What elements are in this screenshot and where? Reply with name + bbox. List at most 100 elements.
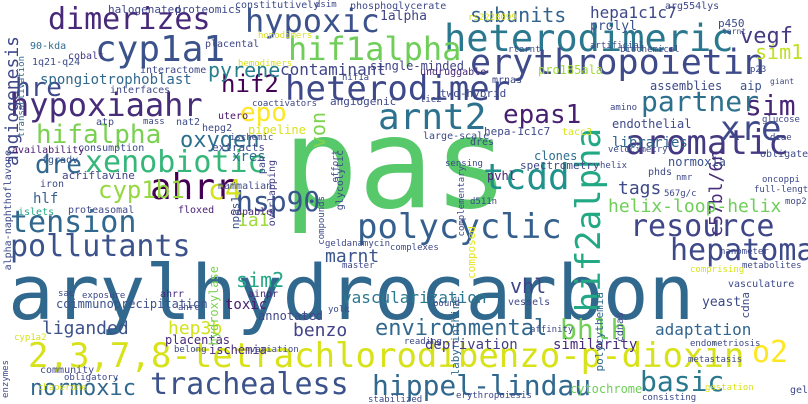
word: 2,3,7,8-tetrachlorodibenzo-p-dioxin (28, 336, 745, 376)
word: hif1a (342, 73, 370, 83)
word: pas (283, 92, 509, 237)
word: nat2 (176, 117, 201, 128)
word: belong (174, 345, 207, 355)
word: endometriosis (690, 339, 761, 349)
word: liganded (42, 318, 129, 339)
word: coactivators (252, 99, 318, 109)
word: coimmunoprecipitation (56, 297, 208, 311)
word: large-scale (423, 131, 490, 142)
word: iron (40, 179, 65, 190)
word: exposure (82, 291, 126, 301)
word: contaminant (280, 60, 386, 79)
word: undruggable (420, 67, 487, 78)
word: pro185ala (538, 63, 604, 77)
word: transactivation (17, 56, 27, 138)
word: hsp90 (236, 185, 321, 218)
word: constitutively (235, 0, 320, 11)
word: overlapping (267, 160, 278, 227)
word: epo (240, 98, 287, 128)
word: pyrene (208, 58, 281, 82)
word: phosphoglycerate (350, 1, 447, 12)
word: master (342, 261, 375, 271)
word: composed (465, 226, 478, 279)
word: hifalpha (36, 120, 162, 150)
word: environmental (375, 316, 548, 341)
word: hepatoma (670, 233, 808, 268)
word: artificial (590, 41, 645, 51)
word: deprivation (425, 337, 518, 353)
word: alpha-naphthoflavone (3, 150, 14, 271)
word: hepg2 (202, 123, 233, 134)
word: cytochrome (570, 382, 643, 396)
word: pipeline (248, 123, 306, 137)
word: adaptation (655, 320, 752, 339)
word: ischemic (230, 133, 274, 143)
word: clones (534, 149, 578, 163)
word: erythropoietin (470, 43, 766, 83)
word: complementary (457, 166, 467, 237)
word: cyp1b1 (98, 176, 185, 204)
word: cyp1a2 (14, 333, 47, 343)
word: cyp1a1 (95, 29, 226, 70)
word: benzo (293, 320, 348, 341)
word: bhlh (560, 313, 628, 346)
word: hif1alpha (288, 30, 462, 68)
word: affinity (530, 325, 574, 335)
word: dsim (315, 0, 337, 10)
word: tcdd (483, 157, 570, 198)
word: similarity (553, 337, 638, 353)
word: 90-kda (30, 41, 67, 52)
word: gestation (705, 383, 754, 393)
word: normoxia (668, 155, 726, 169)
word: geldanamycin (325, 239, 391, 249)
word: assemblies (650, 79, 723, 93)
word: hypoxic (245, 2, 380, 40)
word: yeast (702, 295, 742, 310)
word: epas1 (503, 100, 582, 130)
word: variation (250, 345, 299, 355)
word: tie2 (420, 95, 442, 105)
word: 567g/c (664, 189, 697, 199)
word: deae (770, 133, 792, 143)
word: p23 (750, 65, 767, 75)
word: sim1 (755, 40, 804, 64)
word: metastasis (688, 355, 743, 365)
word: angiogenic (330, 95, 397, 108)
word: atp (96, 117, 115, 128)
word: placentas (165, 333, 231, 347)
word: mass (143, 117, 165, 127)
word: gel (790, 385, 808, 396)
word: hydroxylase (207, 266, 221, 346)
word: dimerizes (48, 2, 211, 37)
word: libraries (612, 135, 688, 151)
word: sac (58, 289, 75, 299)
word: c4 (208, 173, 242, 206)
word: fgradv (42, 155, 79, 166)
word: biochemical (620, 45, 680, 55)
word: yolk (328, 305, 350, 315)
word: stabilized (368, 395, 423, 404)
word: obligatory (64, 373, 119, 383)
word: normoxic (30, 376, 136, 401)
word: enzymes (1, 360, 11, 398)
word: bound (433, 299, 461, 309)
word: oxygen (180, 128, 260, 153)
word: halogenated (108, 3, 181, 16)
word: capable (230, 207, 273, 218)
word: annotated (258, 309, 324, 323)
word: mammalian (218, 181, 273, 192)
word: o2 (752, 335, 789, 370)
word: giant (770, 77, 795, 86)
word: dre (35, 150, 82, 180)
word: hepa-1c1c7 (484, 125, 551, 138)
word: rs2228099 (468, 13, 517, 23)
word: tacc3 (562, 127, 593, 138)
word: 1a1 (237, 210, 270, 231)
word: acriflavine (62, 169, 135, 182)
word: pvhl (487, 169, 516, 183)
word: two-hybrid (440, 87, 507, 100)
word: proteasomal (68, 205, 135, 216)
word: vasculature (728, 279, 795, 290)
word: hepa1c1c7 (590, 3, 677, 22)
